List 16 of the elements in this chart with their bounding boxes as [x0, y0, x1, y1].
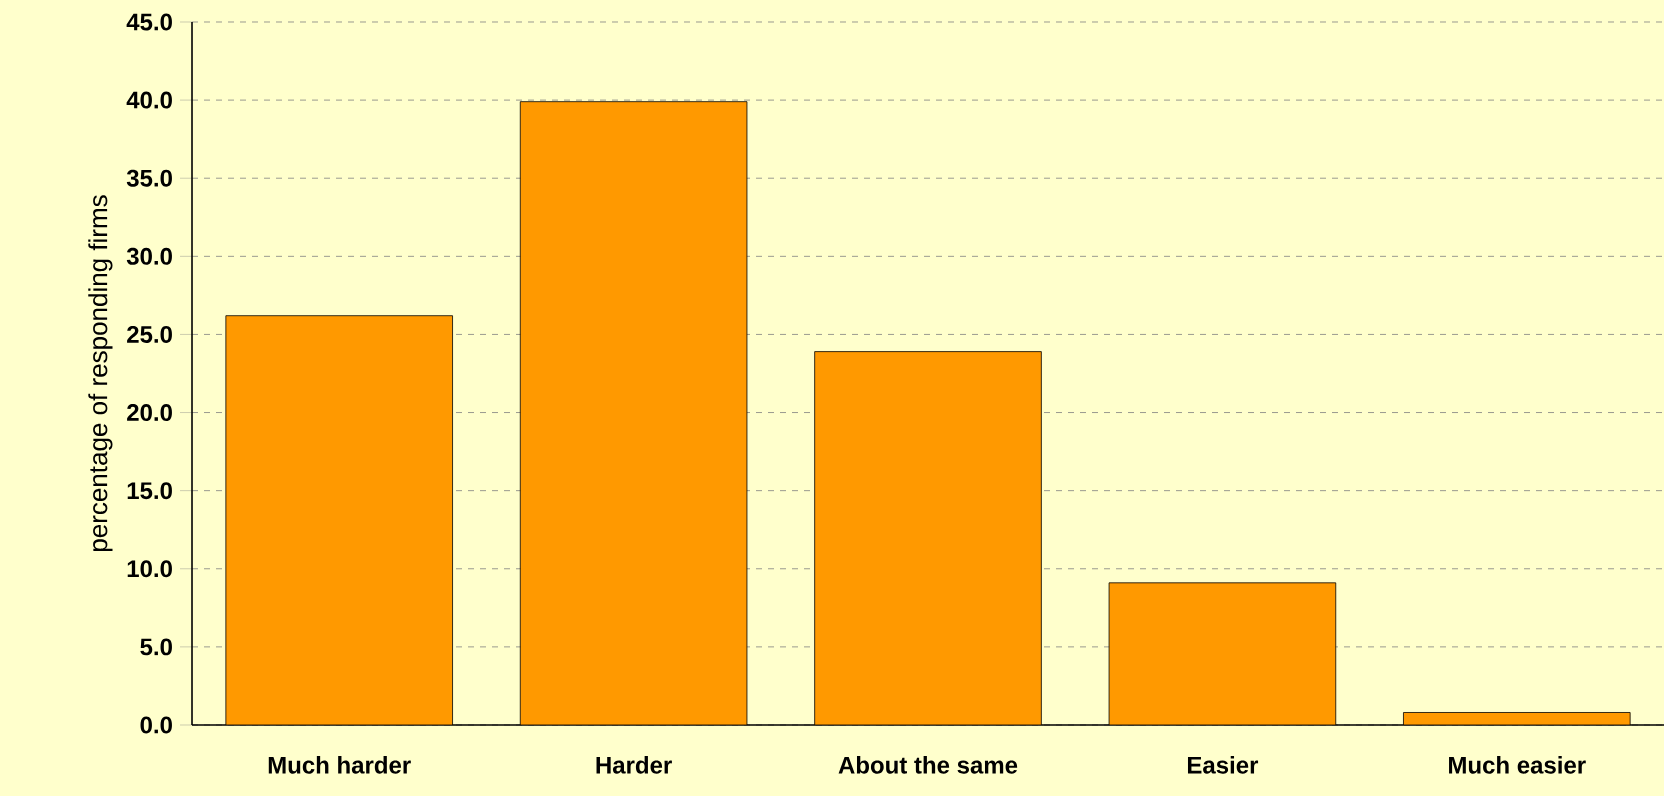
y-tick-label: 0.0 — [140, 716, 172, 734]
y-axis-title: percentage of responding firms — [88, 195, 113, 552]
y-tick-label: 30.0 — [126, 247, 172, 265]
x-tick-label: Much harder — [268, 756, 411, 774]
y-tick-label: 45.0 — [126, 13, 172, 31]
y-tick-label: 5.0 — [140, 638, 172, 656]
x-tick-label: Much easier — [1449, 756, 1586, 774]
y-tick-label: 10.0 — [127, 560, 172, 578]
x-tick-label: About the same — [838, 756, 1018, 774]
y-tick-label: 20.0 — [127, 404, 172, 422]
y-tick-label: 35.0 — [126, 169, 172, 187]
y-tick-label: 25.0 — [127, 325, 172, 343]
y-tick-label: 40.0 — [126, 91, 172, 109]
y-tick-label: 15.0 — [127, 482, 172, 500]
x-tick-label: Easier — [1187, 756, 1259, 774]
x-tick-label: Harder — [596, 756, 672, 774]
